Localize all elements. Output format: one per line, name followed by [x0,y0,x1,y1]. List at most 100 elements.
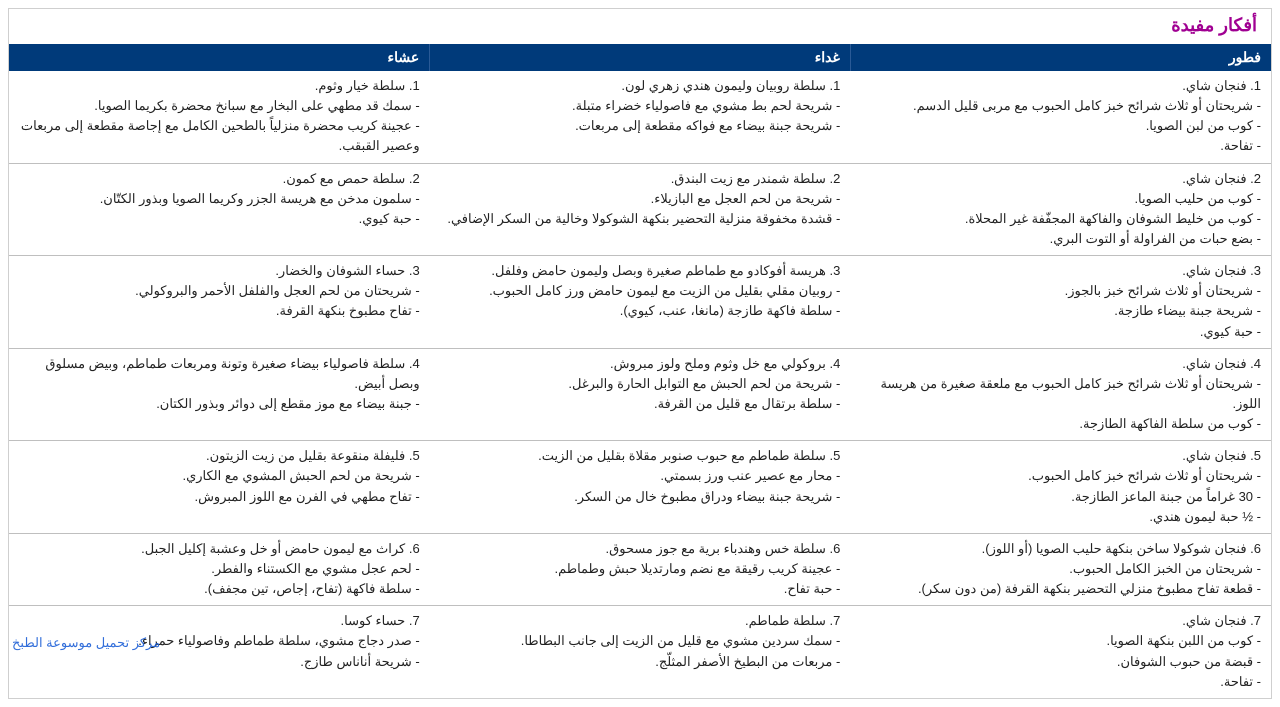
meal-line: - سمك قد مطهي على البخار مع سبانخ محضرة … [19,96,420,116]
cell-dinner: 4. سلطة فاصولياء بيضاء صغيرة وتونة ومربع… [9,348,430,441]
meal-line: 3. هريسة أفوكادو مع طماطم صغيرة وبصل ولي… [440,261,841,281]
meal-line: 7. فنجان شاي. [860,611,1261,631]
cell-dinner: 3. حساء الشوفان والخضار.- شريحتان من لحم… [9,256,430,349]
meal-line: 3. حساء الشوفان والخضار. [19,261,420,281]
cell-dinner: 7. حساء كوسا.- صدر دجاج مشوي، سلطة طماطم… [9,606,430,698]
cell-dinner: 6. كراث مع ليمون حامض أو خل وعشبة إكليل … [9,533,430,605]
meal-line: - شريحتان أو ثلاث شرائح خبز بالجوز. [860,281,1261,301]
table-header-row: فطور غداء عشاء [9,44,1271,71]
meal-line: 7. حساء كوسا. [19,611,420,631]
meal-line: - شريحة جبنة بيضاء مع فواكه مقطعة إلى مر… [440,116,841,136]
page-title: أفكار مفيدة [9,9,1271,44]
meal-line: - عجينة كريب رقيقة مع نضم ومارتديلا حبش … [440,559,841,579]
meal-plan-container: أفكار مفيدة فطور غداء عشاء 1. فنجان شاي.… [8,8,1272,699]
meal-line: 5. فليفلة منقوعة بقليل من زيت الزيتون. [19,446,420,466]
meal-line: 1. سلطة خيار وثوم. [19,76,420,96]
meal-line: - شريحة من لحم الحبش المشوي مع الكاري. [19,466,420,486]
table-row: 2. فنجان شاي.- كوب من حليب الصويا.- كوب … [9,163,1271,256]
meal-line: 2. سلطة حمص مع كمون. [19,169,420,189]
meal-line: - شريحة من لحم العجل مع البازيلاء. [440,189,841,209]
cell-lunch: 7. سلطة طماطم.- سمك سردين مشوي مع قليل م… [430,606,851,698]
cell-breakfast: 3. فنجان شاي.- شريحتان أو ثلاث شرائح خبز… [850,256,1271,349]
meal-line: - شريحة لحم بط مشوي مع فاصولياء خضراء مت… [440,96,841,116]
meal-line: - ½ حبة ليمون هندي. [860,507,1261,527]
cell-lunch: 3. هريسة أفوكادو مع طماطم صغيرة وبصل ولي… [430,256,851,349]
meal-line: - تفاحة. [860,136,1261,156]
meal-line: - تفاح مطهي في الفرن مع اللوز المبروش. [19,487,420,507]
meal-line: - شريحة جبنة بيضاء ودراق مطبوخ خال من ال… [440,487,841,507]
cell-breakfast: 1. فنجان شاي.- شريحتان أو ثلاث شرائح خبز… [850,71,1271,163]
meal-line: - كوب من لبن الصويا. [860,116,1261,136]
meal-line: 1. فنجان شاي. [860,76,1261,96]
table-row: 6. فنجان شوكولا ساخن بنكهة حليب الصويا (… [9,533,1271,605]
meal-line: 5. سلطة طماطم مع حبوب صنوبر مقلاة بقليل … [440,446,841,466]
meal-line: - سمك سردين مشوي مع قليل من الزيت إلى جا… [440,631,841,651]
meal-line: - تفاح مطبوخ بنكهة القرفة. [19,301,420,321]
meal-line: - سلمون مدخن مع هريسة الجزر وكريما الصوي… [19,189,420,209]
meal-line: 5. فنجان شاي. [860,446,1261,466]
meal-line: - تفاحة. [860,672,1261,692]
meal-line: - شريحتان من الخبز الكامل الحبوب. [860,559,1261,579]
meal-line: - محار مع عصير عنب ورز بسمتي. [440,466,841,486]
meal-line: - كوب من خليط الشوفان والفاكهة المجفّفة … [860,209,1261,229]
meal-line: 1. سلطة روبيان وليمون هندي زهري لون. [440,76,841,96]
meal-line: 3. فنجان شاي. [860,261,1261,281]
meal-line: - كوب من سلطة الفاكهة الطازجة. [860,414,1261,434]
cell-dinner: 5. فليفلة منقوعة بقليل من زيت الزيتون.- … [9,441,430,534]
cell-lunch: 4. بروكولي مع خل وثوم وملح ولوز مبروش.- … [430,348,851,441]
col-lunch: غداء [430,44,851,71]
meal-line: 4. سلطة فاصولياء بيضاء صغيرة وتونة ومربع… [19,354,420,394]
meal-line: - جبنة بيضاء مع موز مقطع إلى دوائر وبذور… [19,394,420,414]
table-body: 1. فنجان شاي.- شريحتان أو ثلاث شرائح خبز… [9,71,1271,698]
meal-line: 6. كراث مع ليمون حامض أو خل وعشبة إكليل … [19,539,420,559]
meal-line: 2. سلطة شمندر مع زيت البندق. [440,169,841,189]
cell-breakfast: 7. فنجان شاي.- كوب من اللبن بنكهة الصويا… [850,606,1271,698]
meal-line: - شريحتان أو ثلاث شرائح خبز كامل الحبوب. [860,466,1261,486]
meal-line: 6. سلطة خس وهندباء برية مع جوز مسحوق. [440,539,841,559]
meal-line: - حبة تفاح. [440,579,841,599]
cell-lunch: 2. سلطة شمندر مع زيت البندق.- شريحة من ل… [430,163,851,256]
meal-line: - بضع حبات من الفراولة أو التوت البري. [860,229,1261,249]
meal-line: - سلطة فاكهة طازجة (مانغا، عنب، كيوي). [440,301,841,321]
meal-line: - حبة كيوي. [860,322,1261,342]
cell-breakfast: 6. فنجان شوكولا ساخن بنكهة حليب الصويا (… [850,533,1271,605]
table-row: 7. فنجان شاي.- كوب من اللبن بنكهة الصويا… [9,606,1271,698]
meal-line: - قبضة من حبوب الشوفان. [860,652,1261,672]
meal-line: - عجينة كريب محضرة منزلياً بالطحين الكام… [19,116,420,156]
table-row: 1. فنجان شاي.- شريحتان أو ثلاث شرائح خبز… [9,71,1271,163]
meal-line: - شريحتان أو ثلاث شرائح خبز كامل الحبوب … [860,96,1261,116]
meal-line: 6. فنجان شوكولا ساخن بنكهة حليب الصويا (… [860,539,1261,559]
meal-line: - روبيان مقلي بقليل من الزيت مع ليمون حا… [440,281,841,301]
meal-line: - شريحة من لحم الحبش مع التوابل الحارة و… [440,374,841,394]
meal-line: - شريحتان من لحم العجل والفلفل الأحمر وا… [19,281,420,301]
table-row: 3. فنجان شاي.- شريحتان أو ثلاث شرائح خبز… [9,256,1271,349]
meal-line: 4. بروكولي مع خل وثوم وملح ولوز مبروش. [440,354,841,374]
table-row: 4. فنجان شاي.- شريحتان أو ثلاث شرائح خبز… [9,348,1271,441]
meal-line: - حبة كيوي. [19,209,420,229]
cell-breakfast: 5. فنجان شاي.- شريحتان أو ثلاث شرائح خبز… [850,441,1271,534]
meal-line: 4. فنجان شاي. [860,354,1261,374]
cell-lunch: 5. سلطة طماطم مع حبوب صنوبر مقلاة بقليل … [430,441,851,534]
meal-line: - شريحة جبنة بيضاء طازجة. [860,301,1261,321]
meal-line: - سلطة فاكهة (تفاح، إجاص، تين مجفف). [19,579,420,599]
meal-line: - كوب من حليب الصويا. [860,189,1261,209]
cell-lunch: 6. سلطة خس وهندباء برية مع جوز مسحوق.- ع… [430,533,851,605]
cell-lunch: 1. سلطة روبيان وليمون هندي زهري لون.- شر… [430,71,851,163]
meal-line: - لحم عجل مشوي مع الكستناء والفطر. [19,559,420,579]
cell-dinner: 2. سلطة حمص مع كمون.- سلمون مدخن مع هريس… [9,163,430,256]
cell-breakfast: 2. فنجان شاي.- كوب من حليب الصويا.- كوب … [850,163,1271,256]
meal-line: - شريحتان أو ثلاث شرائح خبز كامل الحبوب … [860,374,1261,414]
cell-dinner: 1. سلطة خيار وثوم.- سمك قد مطهي على البخ… [9,71,430,163]
table-row: 5. فنجان شاي.- شريحتان أو ثلاث شرائح خبز… [9,441,1271,534]
meal-line: 2. فنجان شاي. [860,169,1261,189]
meal-line: - مربعات من البطيخ الأصفر المثلّج. [440,652,841,672]
meal-line: - سلطة برتقال مع قليل من القرفة. [440,394,841,414]
meal-plan-table: فطور غداء عشاء 1. فنجان شاي.- شريحتان أو… [9,44,1271,698]
meal-line: - شريحة أناناس طازج. [19,652,420,672]
meal-line: - 30 غراماً من جبنة الماعز الطازجة. [860,487,1261,507]
meal-line: - قطعة تفاح مطبوخ منزلي التحضير بنكهة ال… [860,579,1261,599]
meal-line: - كوب من اللبن بنكهة الصويا. [860,631,1261,651]
watermark-text: مركز تحميل موسوعة الطبخ [12,635,160,651]
meal-line: - قشدة مخفوقة منزلية التحضير بنكهة الشوك… [440,209,841,229]
cell-breakfast: 4. فنجان شاي.- شريحتان أو ثلاث شرائح خبز… [850,348,1271,441]
